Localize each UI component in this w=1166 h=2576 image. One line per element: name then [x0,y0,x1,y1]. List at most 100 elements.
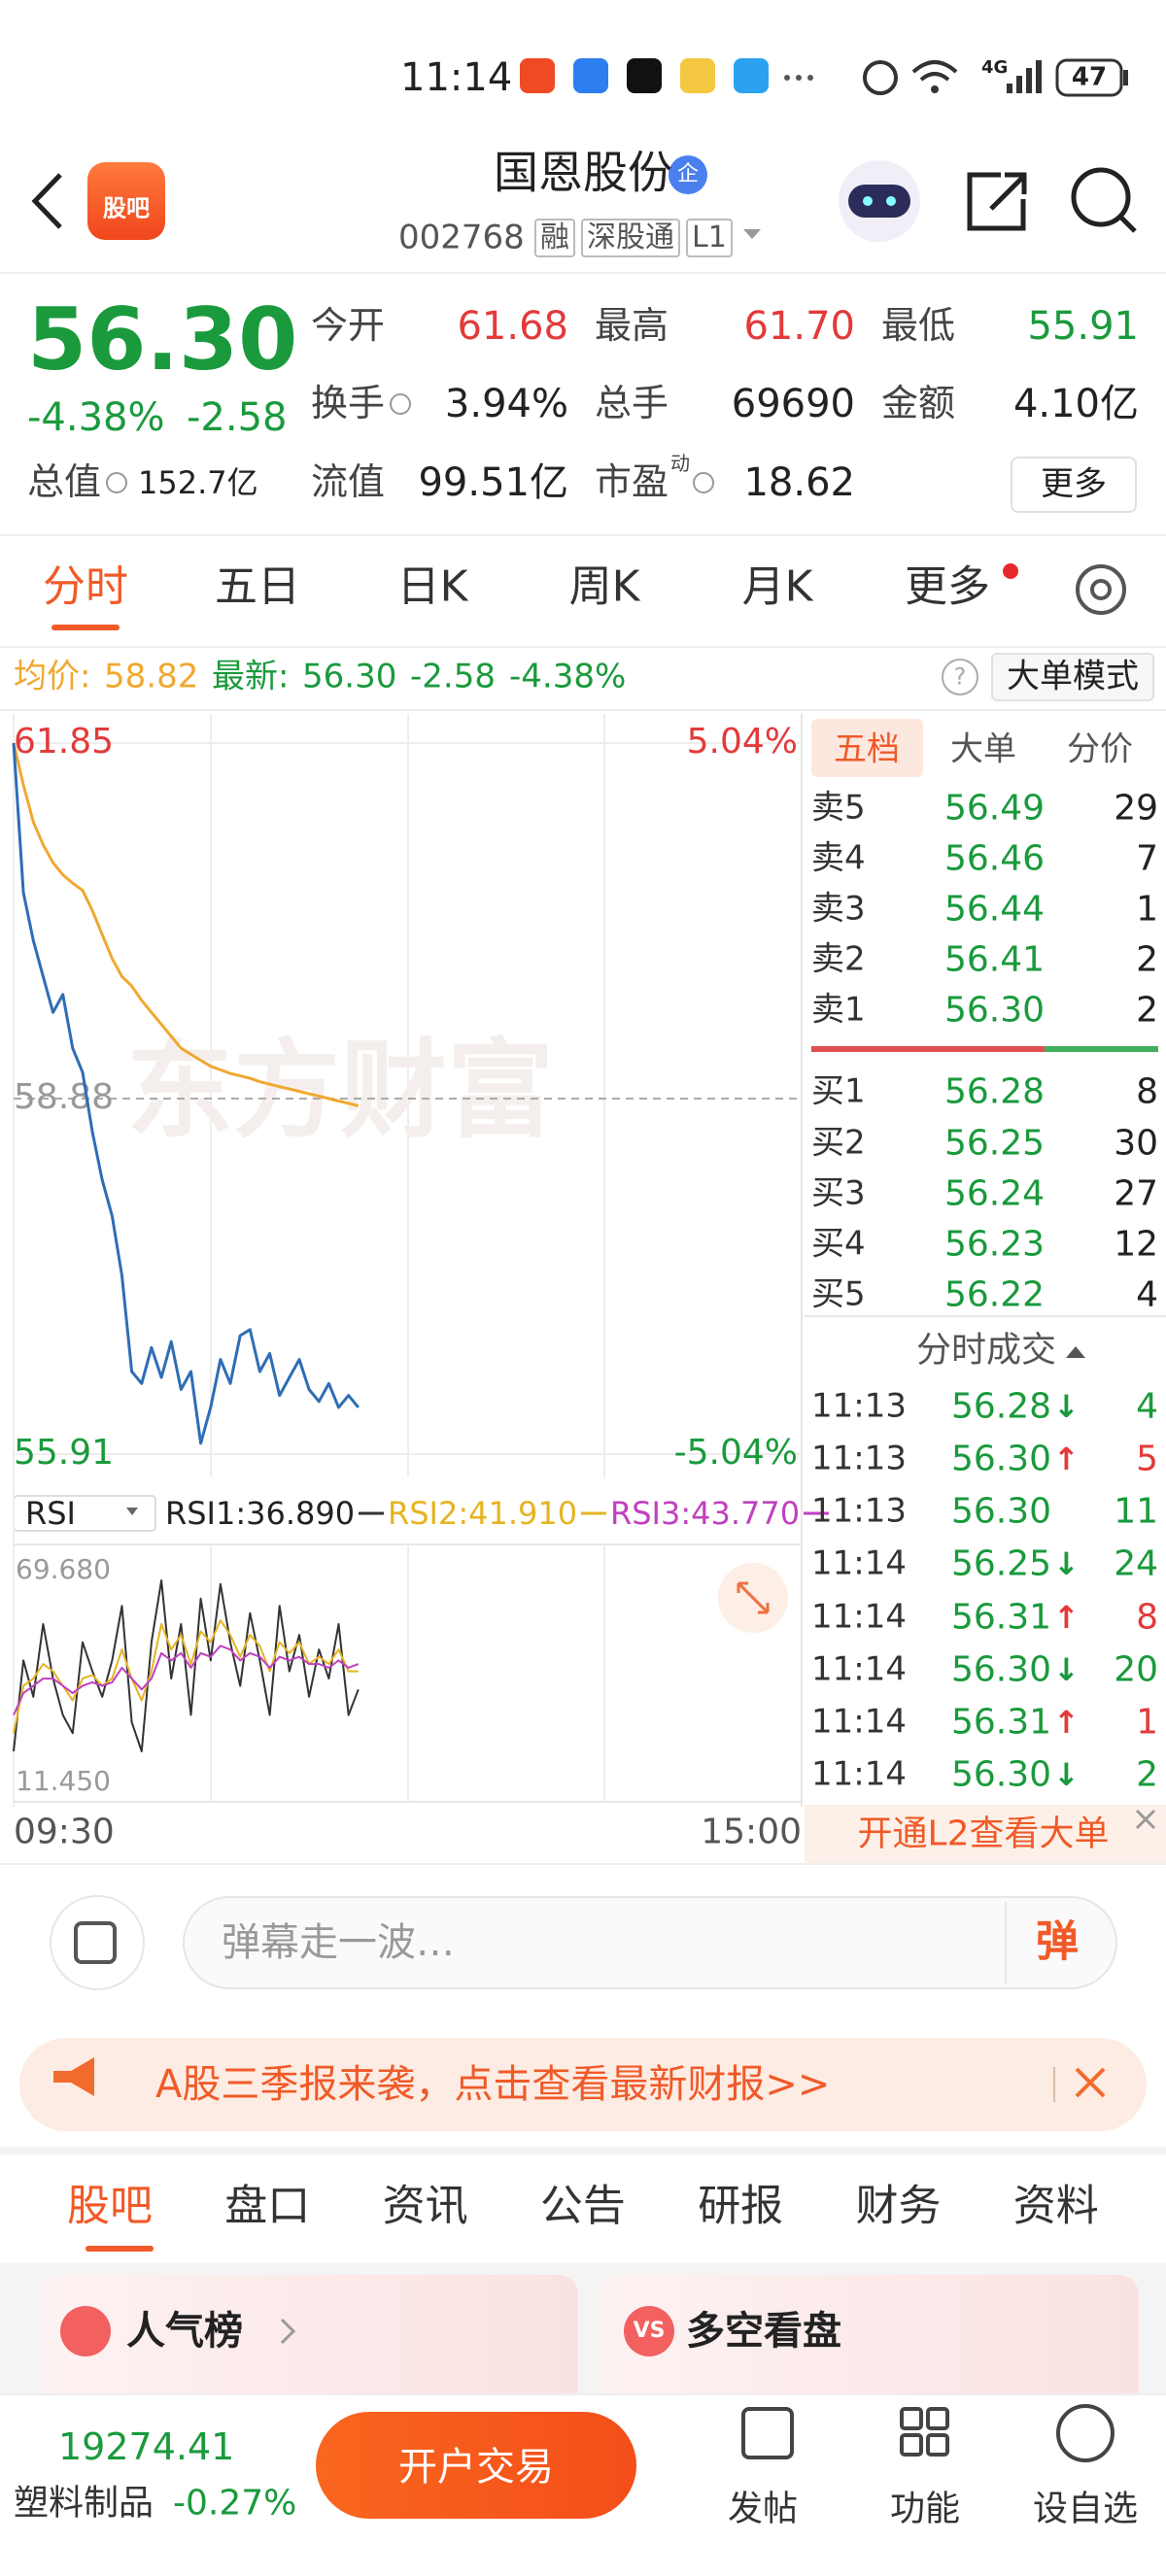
card[interactable] [39,2275,578,2411]
promo[interactable]: 开通L2查看大单 [857,1813,1110,1854]
banner-text[interactable]: A股三季报来袭，点击查看最新财报>> [155,2062,831,2107]
book-tab[interactable]: 分价 [1067,729,1133,769]
signal-bar [1026,68,1032,93]
action-label[interactable]: 设自选 [1032,2489,1139,2529]
change-pct: -4.38% [27,395,165,440]
chart-tab[interactable]: 更多 [905,561,990,612]
book-label: 卖3 [811,889,866,929]
post-icon[interactable] [741,2407,794,2459]
card-title[interactable]: 人气榜 [126,2309,243,2354]
book-label: 买2 [811,1123,866,1163]
badge: 企 [676,161,700,186]
more-button[interactable] [1011,457,1137,513]
action-label[interactable]: 功能 [889,2489,961,2529]
trade-button[interactable] [316,2412,636,2519]
share-icon[interactable] [967,172,1027,231]
section-tab[interactable]: 研报 [698,2181,784,2231]
book-volume: 4 [1136,1274,1158,1315]
info-icon [693,472,714,493]
stat-sup: 动 [670,452,690,475]
info-icon [390,393,411,415]
back-icon[interactable] [31,173,62,229]
mode-button-label[interactable]: 大单模式 [1007,657,1139,696]
divider [0,646,1166,648]
trade-time: 11:14 [811,1702,907,1742]
dropdown-icon [126,1508,138,1515]
comment-input[interactable] [183,1896,1117,1989]
help-icon[interactable] [942,659,978,695]
watch-icon[interactable] [1056,2404,1115,2462]
book-tab[interactable]: 大单 [950,729,1016,769]
notify-dot [1003,563,1018,579]
more-button-label[interactable]: 更多 [1041,464,1107,504]
app-icon [680,58,715,93]
book-volume: 30 [1114,1123,1158,1164]
close-icon[interactable] [1075,2067,1106,2098]
trade-time: 11:13 [811,1386,907,1426]
section-tab[interactable]: 公告 [539,2181,626,2231]
book-tab[interactable]: 五档 [834,729,900,769]
stock-code: 002768 [398,218,525,257]
stat-label: 换手 [311,382,386,425]
comment-placeholder[interactable]: 弹幕走一波… [222,1920,455,1965]
stat-value: 69690 [731,382,855,426]
trade-dir: ↑ [1053,1703,1080,1741]
trade-button-label[interactable]: 开户交易 [398,2445,554,2490]
book-price: 56.28 [943,1071,1045,1112]
info-label: 均价: [14,657,91,696]
trade-price: 56.31 [950,1597,1051,1638]
section-tab[interactable]: 资料 [1012,2181,1099,2231]
comment-icon[interactable] [50,1895,145,1990]
trade-price: 56.30 [950,1649,1051,1690]
book-volume: 27 [1114,1173,1158,1214]
tab-underline [86,2246,154,2252]
chart-tab[interactable]: 五日 [215,561,300,612]
action-label[interactable]: 发帖 [727,2489,799,2529]
y2-tick-label: -5.04% [674,1433,798,1473]
battery-tip [1123,70,1128,85]
book-price: 56.24 [943,1173,1045,1214]
banner-bg[interactable] [19,2038,1147,2131]
sector-name: 塑料制品 [14,2483,154,2524]
card-title[interactable]: 多空看盘 [686,2309,841,2354]
dropdown-icon[interactable] [743,229,761,239]
dot [784,75,790,81]
section-tab[interactable]: 财务 [855,2181,942,2231]
settings-icon[interactable] [1076,564,1126,615]
chart-tab[interactable]: 周K [568,561,640,612]
watermark: 东方财富 [126,1028,554,1152]
section-tab[interactable]: 股吧 [67,2181,153,2231]
tab-highlight[interactable] [811,719,923,777]
search-icon[interactable] [1071,167,1131,227]
chart-tab[interactable]: 日K [396,561,468,612]
status-time: 11:14 [400,55,513,100]
chart-tab[interactable]: 月K [741,561,813,612]
book-label: 买5 [811,1274,866,1314]
danmaku-button[interactable]: 弹 [1036,1916,1079,1967]
trade-time: 11:13 [811,1491,907,1531]
indicator-name[interactable]: RSI [25,1494,76,1532]
stat-value: 61.68 [457,304,568,349]
stat-value: 152.7亿 [138,463,258,501]
book-price: 56.46 [943,838,1045,879]
close-icon[interactable] [1135,1809,1156,1830]
price: 56.30 [27,289,298,390]
stat-label: 总值 [27,460,102,504]
book-label: 卖2 [811,939,866,979]
section-tab[interactable]: 资讯 [382,2181,468,2231]
chart-tab[interactable]: 分时 [43,561,128,612]
trade-time: 11:14 [811,1597,907,1637]
section-tab[interactable]: 盘口 [224,2181,311,2231]
func-icon[interactable] [900,2407,923,2430]
sort-icon [1066,1346,1085,1358]
info-value: 58.82 [104,657,199,696]
series-line [13,1619,359,1734]
trade-price: 56.31 [950,1702,1051,1743]
stat-value: 55.91 [1027,304,1139,349]
trade-price: 56.30 [950,1439,1051,1479]
mode-button[interactable] [991,653,1154,701]
card[interactable] [598,2275,1139,2411]
search-handle [1118,215,1137,233]
